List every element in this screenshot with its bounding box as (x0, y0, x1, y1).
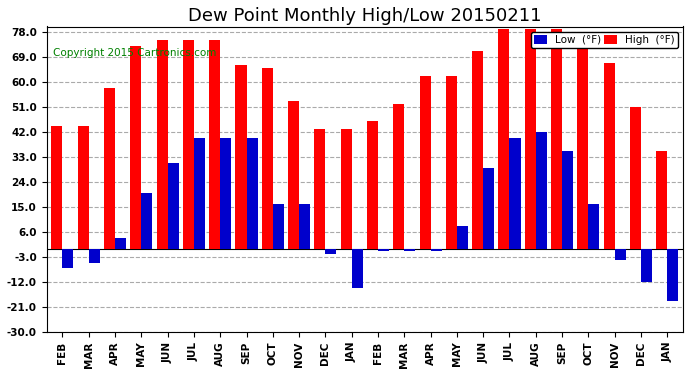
Bar (78, 126, 89, 249)
Bar (273, 204, 284, 249)
Bar (604, 63, 615, 249)
Bar (183, 40, 194, 249)
Bar (235, 65, 246, 249)
Bar (551, 29, 562, 249)
Bar (630, 107, 641, 249)
Bar (378, 249, 389, 251)
Bar (667, 249, 678, 302)
Bar (220, 138, 231, 249)
Bar (641, 249, 652, 282)
Bar (115, 237, 126, 249)
Bar (315, 129, 326, 249)
Bar (62, 249, 74, 268)
Bar (615, 249, 626, 260)
Bar (288, 102, 299, 249)
Bar (656, 152, 667, 249)
Bar (262, 68, 273, 249)
Bar (472, 51, 483, 249)
Bar (404, 249, 415, 251)
Bar (341, 129, 352, 249)
Bar (578, 32, 589, 249)
Bar (393, 104, 404, 249)
Bar (525, 29, 536, 249)
Bar (326, 249, 337, 254)
Bar (194, 138, 205, 249)
Text: Copyright 2015 Cartronics.com: Copyright 2015 Cartronics.com (53, 48, 217, 58)
Bar (498, 29, 509, 249)
Bar (431, 249, 442, 251)
Bar (483, 168, 494, 249)
Bar (209, 40, 220, 249)
Bar (299, 204, 310, 249)
Bar (168, 163, 179, 249)
Bar (51, 126, 62, 249)
Bar (130, 46, 141, 249)
Bar (509, 138, 520, 249)
Bar (157, 40, 168, 249)
Bar (141, 193, 152, 249)
Bar (104, 88, 115, 249)
Legend: Low  (°F), High  (°F): Low (°F), High (°F) (531, 32, 678, 48)
Title: Dew Point Monthly High/Low 20150211: Dew Point Monthly High/Low 20150211 (188, 7, 542, 25)
Bar (367, 121, 378, 249)
Bar (420, 76, 431, 249)
Bar (589, 204, 600, 249)
Bar (352, 249, 363, 288)
Bar (89, 249, 100, 262)
Bar (536, 132, 547, 249)
Bar (446, 76, 457, 249)
Bar (246, 138, 257, 249)
Bar (562, 152, 573, 249)
Bar (457, 226, 468, 249)
